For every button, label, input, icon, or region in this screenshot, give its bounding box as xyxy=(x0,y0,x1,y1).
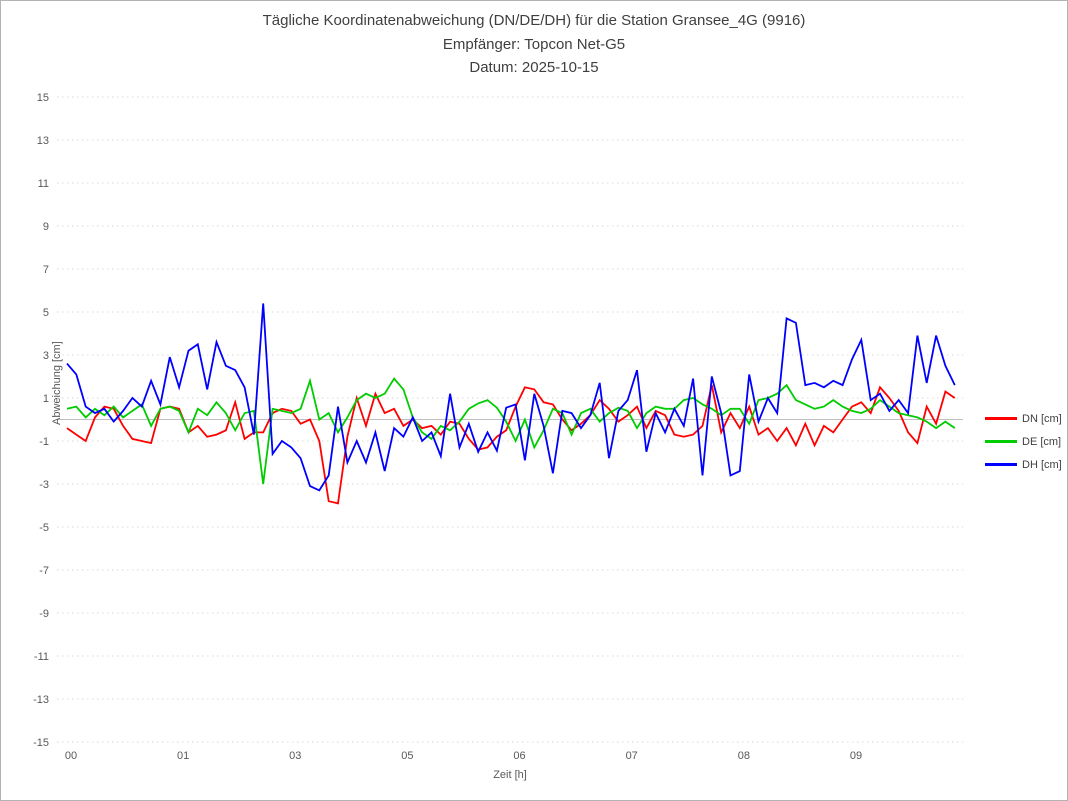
x-tick-label: 00 xyxy=(65,750,77,762)
legend: DN [cm] DE [cm] DH [cm] xyxy=(985,407,1062,476)
y-tick-label: 1 xyxy=(43,393,49,405)
legend-line-swatch-dn xyxy=(985,417,1017,420)
x-tick-label: 06 xyxy=(513,750,525,762)
y-tick-label: -15 xyxy=(33,737,49,749)
y-tick-label: 9 xyxy=(43,221,49,233)
legend-line-swatch-dh xyxy=(985,463,1017,466)
y-tick-label: 7 xyxy=(43,264,49,276)
series-line-dh xyxy=(66,303,956,492)
y-tick-label: -9 xyxy=(39,608,49,620)
x-tick-label: 09 xyxy=(850,750,862,762)
x-tick-label: 03 xyxy=(289,750,301,762)
series-line-de xyxy=(66,377,956,485)
x-axis-title: Zeit [h] xyxy=(493,769,527,781)
y-tick-label: 13 xyxy=(37,135,49,147)
y-tick-label: -7 xyxy=(39,565,49,577)
y-axis-title: Abweichung [cm] xyxy=(50,341,63,425)
legend-label-dh: DH [cm] xyxy=(1022,458,1062,471)
x-tick-label: 07 xyxy=(626,750,638,762)
chart-title: Tägliche Koordinatenabweichung (DN/DE/DH… xyxy=(262,12,806,29)
y-tick-label: -13 xyxy=(33,694,49,706)
y-tick-label: -11 xyxy=(34,651,49,663)
x-tick-label: 01 xyxy=(177,750,189,762)
legend-item-dh: DH [cm] xyxy=(985,453,1062,476)
y-tick-label: 3 xyxy=(43,350,49,362)
legend-item-de: DE [cm] xyxy=(985,430,1062,453)
y-tick-label: -5 xyxy=(39,522,49,534)
legend-line-swatch-de xyxy=(985,440,1017,443)
y-tick-label: -1 xyxy=(39,436,49,448)
chart-subtitle-date: Datum: 2025-10-15 xyxy=(469,59,599,76)
y-tick-label: -3 xyxy=(39,479,49,491)
legend-label-dn: DN [cm] xyxy=(1022,412,1062,425)
chart-subtitle-receiver: Empfänger: Topcon Net-G5 xyxy=(442,36,626,53)
x-tick-label: 05 xyxy=(401,750,413,762)
y-tick-label: 5 xyxy=(43,307,49,319)
legend-label-de: DE [cm] xyxy=(1022,435,1062,448)
x-tick-label: 08 xyxy=(738,750,750,762)
y-tick-label: 15 xyxy=(37,92,49,104)
chart-title-block: Tägliche Koordinatenabweichung (DN/DE/DH… xyxy=(1,9,1067,79)
series-line-dn xyxy=(66,384,956,505)
legend-item-dn: DN [cm] xyxy=(985,407,1062,430)
y-tick-label: 11 xyxy=(38,178,49,190)
